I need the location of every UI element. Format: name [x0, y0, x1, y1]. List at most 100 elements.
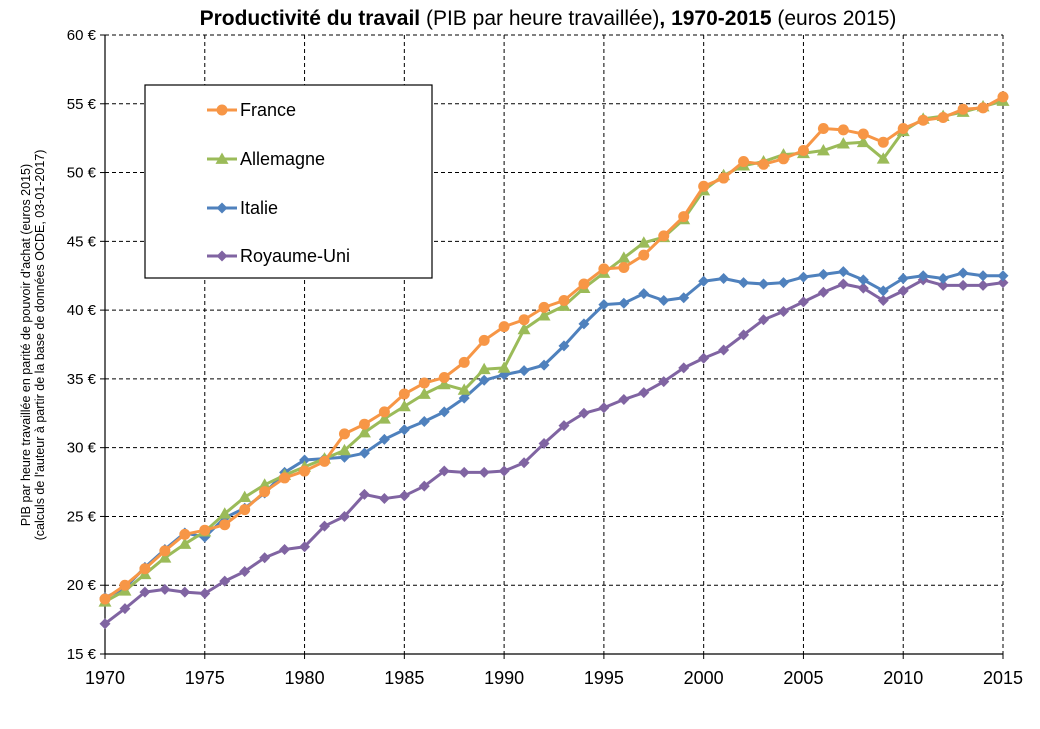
data-point-royaume-uni [358, 488, 370, 500]
x-tick-label: 2015 [983, 668, 1023, 688]
data-point-italie [738, 277, 750, 289]
y-axis-label: PIB par heure travaillée en parité de po… [19, 150, 47, 541]
series-line-allemagne [104, 99, 1004, 604]
data-point-france [538, 301, 550, 313]
data-point-royaume-uni [259, 552, 271, 564]
title-part-3: , 1970-2015 [659, 7, 771, 30]
legend-swatch-marker [216, 104, 228, 116]
legend-swatch-marker [216, 250, 228, 262]
x-tick-label: 1970 [85, 668, 125, 688]
data-point-italie [877, 285, 889, 297]
data-point-royaume-uni [139, 586, 151, 598]
data-point-royaume-uni [199, 587, 211, 599]
y-tick-label: 30 € [67, 440, 97, 457]
data-point-italie [638, 288, 650, 300]
data-point-italie [418, 416, 430, 428]
data-point-france [598, 263, 610, 275]
y-tick-label: 25 € [67, 508, 97, 525]
data-point-italie [718, 272, 730, 284]
data-point-italie [817, 268, 829, 280]
data-point-italie [458, 392, 470, 404]
data-point-allemagne [637, 236, 651, 248]
data-point-italie [797, 271, 809, 283]
data-point-royaume-uni [797, 296, 809, 308]
data-point-royaume-uni [279, 543, 291, 555]
data-point-allemagne [517, 322, 531, 335]
data-point-italie [758, 278, 770, 290]
x-tick-label: 2000 [684, 668, 724, 688]
data-point-italie [837, 266, 849, 278]
y-tick-label: 20 € [67, 577, 97, 594]
data-point-france [797, 145, 809, 157]
legend-item-allemagne: Allemagne [207, 149, 325, 169]
series-france [99, 91, 1009, 605]
data-point-france [678, 211, 690, 223]
data-point-france [319, 455, 331, 467]
data-point-royaume-uni [438, 465, 450, 477]
axes [100, 34, 1004, 659]
data-point-france [279, 472, 291, 484]
legend-label: France [240, 100, 296, 120]
data-point-allemagne [218, 507, 232, 519]
x-tick-label: 1990 [484, 668, 524, 688]
data-point-royaume-uni [618, 394, 630, 406]
y-tick-label: 50 € [67, 165, 97, 182]
data-point-allemagne [816, 144, 830, 156]
data-point-france [378, 406, 390, 418]
data-point-royaume-uni [338, 510, 350, 522]
series-line-france [104, 95, 1004, 601]
data-point-france [877, 136, 889, 148]
y-tick-label: 55 € [67, 96, 97, 113]
data-point-royaume-uni [718, 344, 730, 356]
data-point-allemagne [617, 251, 631, 263]
data-point-france [658, 230, 670, 242]
data-point-france [199, 524, 211, 536]
x-tick-label: 1975 [185, 668, 225, 688]
y-tick-label: 35 € [67, 371, 97, 388]
data-point-royaume-uni [119, 603, 131, 615]
data-point-allemagne [377, 412, 391, 424]
data-point-france [139, 563, 151, 575]
x-tick-label: 2005 [783, 668, 823, 688]
data-point-royaume-uni [378, 493, 390, 505]
series-royaume-uni [99, 274, 1009, 630]
data-point-allemagne [357, 426, 371, 438]
data-point-france [698, 180, 710, 192]
data-point-royaume-uni [897, 285, 909, 297]
data-point-royaume-uni [538, 438, 550, 450]
data-point-royaume-uni [319, 520, 331, 532]
data-point-italie [538, 359, 550, 371]
y-tick-label: 15 € [67, 646, 97, 663]
data-point-france [837, 124, 849, 136]
y-tick-label: 60 € [67, 27, 97, 44]
data-point-royaume-uni [758, 314, 770, 326]
data-point-allemagne [258, 478, 272, 490]
data-point-france [338, 428, 350, 440]
data-point-italie [777, 277, 789, 289]
data-point-france [119, 579, 131, 591]
legend-item-royaume-uni: Royaume-Uni [207, 246, 350, 266]
data-point-france [458, 356, 470, 368]
data-point-allemagne [238, 490, 252, 503]
data-point-italie [558, 340, 570, 352]
title-part-4: (euros 2015) [772, 7, 897, 30]
data-point-allemagne [437, 377, 451, 390]
data-point-italie [478, 374, 490, 386]
data-point-france [777, 153, 789, 165]
data-point-royaume-uni [578, 407, 590, 419]
data-point-royaume-uni [478, 466, 490, 478]
data-point-royaume-uni [179, 586, 191, 598]
data-point-royaume-uni [219, 575, 231, 587]
data-point-allemagne [836, 137, 850, 149]
data-point-royaume-uni [458, 466, 470, 478]
data-point-italie [358, 447, 370, 459]
legend-label: Royaume-Uni [240, 246, 350, 266]
data-point-france [299, 465, 311, 477]
y-tick-label: 40 € [67, 302, 97, 319]
data-point-royaume-uni [857, 282, 869, 294]
data-point-allemagne [457, 383, 471, 395]
data-point-royaume-uni [937, 279, 949, 291]
data-point-royaume-uni [598, 402, 610, 414]
x-tick-label: 2010 [883, 668, 923, 688]
